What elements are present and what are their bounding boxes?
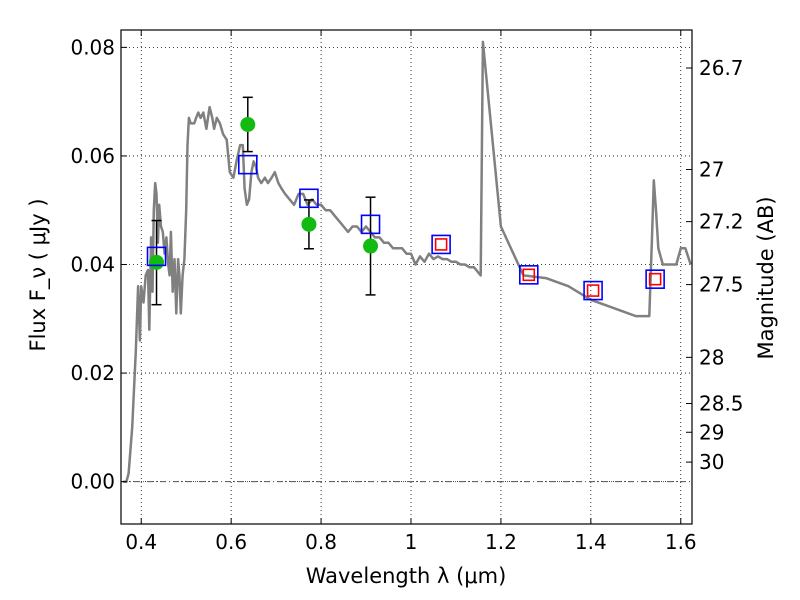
- magnitude-tick-label: 27.5: [699, 273, 744, 297]
- magnitude-tick-label: 26.7: [699, 56, 744, 80]
- inner-square-marker: [586, 284, 600, 297]
- plot-area: [123, 40, 692, 483]
- inner-square-marker: [522, 268, 536, 282]
- model-flux-square-marker: [360, 214, 381, 235]
- model-flux-square-marker: [237, 154, 258, 175]
- x-tick-label: 1.4: [575, 530, 607, 554]
- model-flux-square-marker: [299, 188, 319, 209]
- model-flux-square-marker: [431, 234, 451, 255]
- magnitude-tick-label: 27.2: [699, 210, 744, 234]
- plot-frame: [120, 29, 693, 525]
- y-axis: 0.00 0.02 0.04 0.06 0.08: [70, 35, 127, 494]
- model-flux-square-marker: [583, 280, 603, 301]
- magnitude-axis: 26.7 27 27.2 27.5 28 28.5 29 30: [686, 56, 744, 474]
- y-axis-label: Flux F_ν ( μJy ): [26, 198, 51, 351]
- observed-flux-point: [240, 116, 256, 132]
- x-tick-label: 1: [405, 530, 418, 554]
- x-tick-label: 1.6: [665, 530, 697, 554]
- y-tick-label: 0.02: [70, 361, 115, 385]
- magnitude-tick-label: 28.5: [699, 391, 744, 415]
- observed-flux-point: [363, 238, 379, 254]
- magnitude-axis-label: Magnitude (AB): [754, 196, 778, 359]
- model-flux-square-marker: [645, 269, 665, 289]
- observed-flux-point: [149, 254, 165, 270]
- model-flux-square-marker: [518, 265, 539, 285]
- x-tick-label: 0.8: [305, 530, 337, 554]
- x-axis-label: Wavelength λ (μm): [306, 564, 507, 588]
- inner-square-marker: [434, 238, 448, 251]
- y-tick-label: 0.00: [70, 470, 115, 494]
- y-tick-label: 0.08: [70, 35, 115, 59]
- magnitude-tick-label: 27: [699, 158, 724, 182]
- x-tick-label: 0.4: [125, 530, 157, 554]
- inner-square-marker: [648, 272, 662, 286]
- model-flux-square-marker: [146, 246, 167, 267]
- model-spectrum-line: [123, 40, 692, 483]
- x-tick-label: 1.2: [485, 530, 517, 554]
- magnitude-tick-label: 29: [699, 420, 724, 444]
- y-tick-label: 0.06: [70, 144, 115, 168]
- observed-flux-point: [301, 216, 317, 232]
- magnitude-tick-label: 28: [699, 345, 724, 369]
- x-tick-label: 0.6: [215, 530, 247, 554]
- x-axis: 0.4 0.6 0.8 1 1.2 1.4 1.6: [125, 30, 697, 554]
- y-tick-label: 0.04: [70, 253, 115, 277]
- magnitude-tick-label: 30: [699, 450, 724, 474]
